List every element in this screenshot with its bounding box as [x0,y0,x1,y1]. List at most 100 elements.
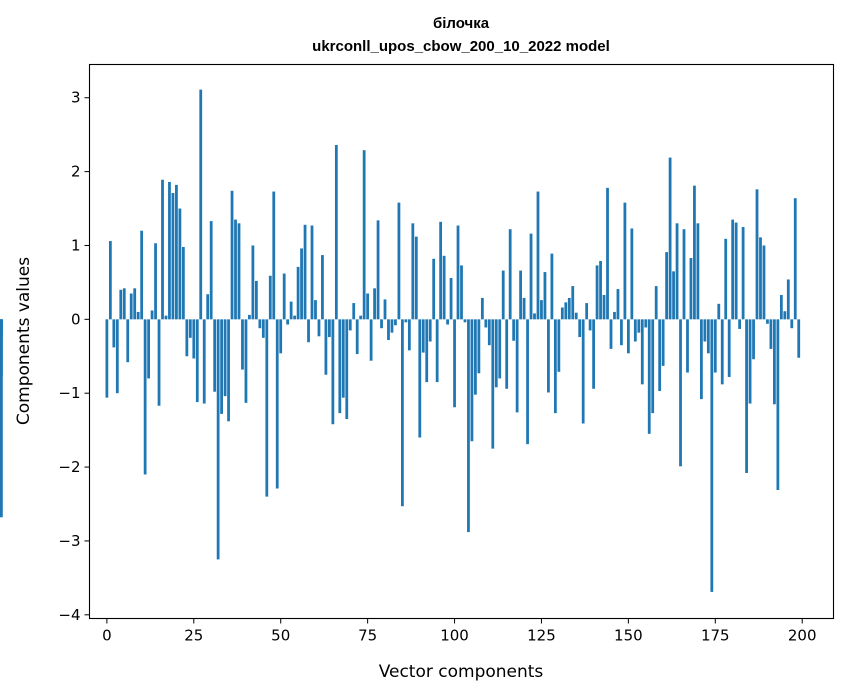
bar [421,319,425,353]
bar [261,319,265,338]
bar [293,315,297,320]
bar [241,319,244,370]
bar [609,319,613,349]
y-tick-label: 0 [71,310,81,328]
bar [710,319,714,592]
bar [296,266,300,320]
x-tick-label: 50 [271,627,290,645]
bar [505,319,509,389]
bar [790,319,794,329]
bar [501,270,505,320]
bar [783,311,787,320]
bar [797,319,801,358]
bar [602,294,606,320]
bar [553,319,557,414]
bar [314,300,317,320]
bar [515,319,519,413]
bar [700,319,703,400]
bar [105,319,109,398]
bar [560,307,564,320]
chart-subtitle: ukrconll_upos_cbow_200_10_2022 model [312,38,610,55]
bar [303,224,307,320]
bar [522,297,526,320]
bar [418,319,422,438]
bar [626,319,630,354]
bar [564,302,568,320]
bar [734,222,738,320]
bar [578,319,582,338]
chart-title: білочка [433,15,490,32]
bar [713,319,717,373]
bar [147,319,150,379]
bar [376,220,380,320]
bar [115,319,119,394]
bar [453,319,456,408]
bar [480,297,484,320]
bar [157,319,161,406]
bar [567,297,571,320]
bar [439,221,443,320]
bar [234,219,237,320]
bar [338,319,342,414]
bar [668,157,672,320]
bar [706,319,710,354]
bar [460,265,463,320]
bar [724,238,728,320]
bar [300,248,303,320]
bar [487,319,491,346]
bar [588,319,592,331]
bar [136,311,140,320]
bar [126,319,130,363]
bar [140,230,144,320]
bar [133,288,137,320]
bar [543,272,547,320]
bar [616,289,620,320]
bar [595,265,599,320]
bar [321,255,324,320]
bar [366,293,370,320]
bar [456,225,460,320]
bar [679,319,682,467]
bar [755,189,759,320]
bar [658,319,662,391]
bar [432,258,436,320]
bar [355,319,359,355]
bar [209,221,213,320]
bar [529,233,533,320]
bar [484,319,488,328]
y-tick-label: −4 [58,606,80,624]
bar [682,229,686,320]
bar [738,319,742,329]
bar [369,319,373,361]
bar [613,311,616,320]
bar [467,319,470,533]
bar [661,319,665,366]
bar [470,319,474,442]
bar [272,191,276,320]
bar [498,319,502,379]
bar [359,315,363,320]
y-tick-label: 2 [71,163,81,181]
bar [446,319,449,325]
bar [717,303,721,320]
bar [689,258,693,320]
y-tick-label: −1 [58,384,80,402]
bar [122,288,126,320]
bar [150,310,154,320]
y-tick-label: −3 [58,532,80,550]
bar [540,300,543,320]
bar [0,319,3,518]
bar [762,245,766,320]
bar [0,319,3,326]
bar [195,319,199,403]
x-tick-label: 175 [701,627,730,645]
bar [731,219,735,320]
y-tick-label: −2 [58,458,80,476]
x-tick-label: 75 [358,627,377,645]
bar [341,319,345,398]
bar [508,229,512,320]
bar [759,237,762,320]
bar [154,243,157,320]
bar [192,319,196,359]
